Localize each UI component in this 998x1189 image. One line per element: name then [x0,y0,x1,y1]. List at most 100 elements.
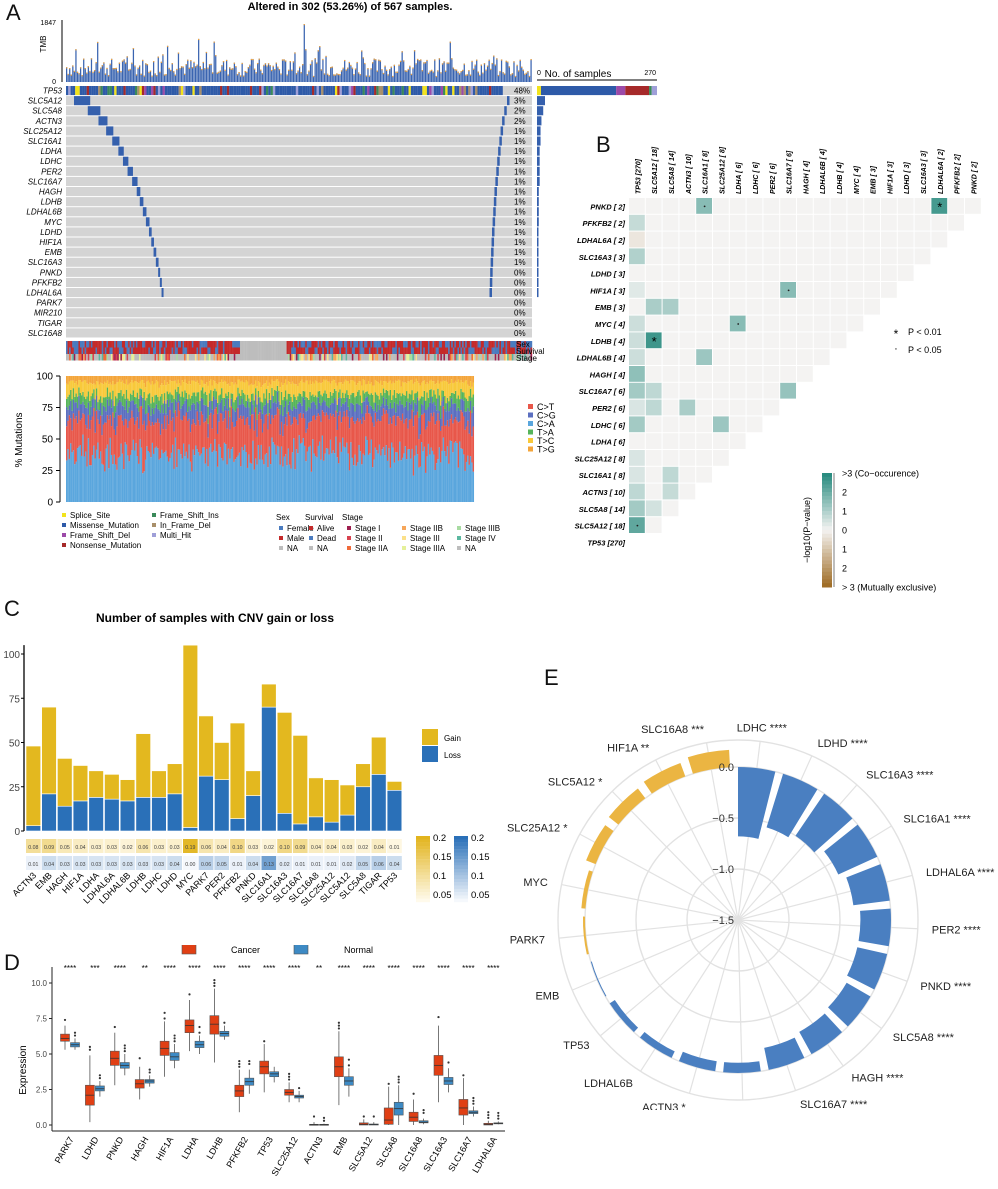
alteration-cell [74,96,91,106]
variant-legend-swatch [152,533,156,537]
titv-bar-segment [66,383,68,399]
titv-bar-segment [212,390,215,397]
sex-track-cell [322,341,325,348]
titv-bar-segment [382,447,385,502]
titv-bar-segment [143,399,145,421]
cnv-gain-freq-cell [73,839,88,853]
titv-bar-segment [308,407,310,423]
titv-bar-segment [309,391,311,409]
tmb-bar-top [107,75,110,77]
alteration-cell [378,86,381,96]
titv-bar-segment [343,376,345,382]
titv-bar-segment [128,407,130,421]
cnv-loss-bar [292,823,308,832]
stage-track-cell [176,354,179,361]
sex-track-cell [294,341,297,348]
radial-bar [608,788,646,825]
titv-bar-segment [215,376,217,384]
tmb-bar [168,67,170,82]
titv-bar-segment [139,439,141,502]
sex-track-cell [160,341,163,348]
panel-label-a: A [6,0,21,25]
titv-bar-segment [252,393,254,405]
titv-bar-segment [87,384,90,392]
tmb-bar-top [148,71,150,74]
cnv-gain-bar [88,770,104,798]
tmb-bar [285,60,287,82]
stage-track-cell [134,354,137,361]
titv-bar-segment [418,417,420,440]
gain-scale-step [416,839,430,843]
survival-track-cell [314,347,317,354]
sex-track-cell [410,341,413,348]
titv-bar-segment [203,404,205,423]
titv-bar-segment [298,382,300,394]
cnv-gain-freq-value: 0.04 [75,845,85,851]
tmb-bar [455,69,458,82]
tmb-bar [162,54,164,82]
titv-bar-segment [426,392,428,410]
tmb-bar [410,73,413,82]
survival-track-cell [389,347,391,354]
titv-bar-segment [295,376,298,385]
titv-bar-segment [320,394,322,406]
interaction-row-label: SLC5A12 [ 18] [575,522,626,531]
titv-bar-segment [206,448,208,502]
titv-bar-segment [129,393,132,402]
titv-bar-segment [229,416,231,430]
interaction-cell [763,382,780,399]
titv-bar-segment [169,410,171,459]
titv-bar-segment [119,392,121,400]
sex-track-cell [350,341,353,348]
survival-track-cell [294,347,297,354]
interaction-cell [679,332,696,349]
sex-track-cell [500,341,503,348]
tmb-bars [61,20,532,82]
titv-bar-segment [396,392,398,404]
stage-track-cell [249,354,252,361]
titv-bar-segment [401,381,404,394]
gain-scale-step [416,865,430,870]
survival-track-cell [69,347,71,354]
alteration-cell [293,86,296,96]
titv-bar-segment [86,396,88,409]
oncoprint-row-bg [66,197,532,207]
sex-track-cell [368,341,371,348]
box-outlier [173,1034,176,1037]
titv-bar-segment [78,387,80,396]
stage-legend-swatch [402,526,406,530]
tmb-bar [139,65,141,82]
stage-track-cell [89,354,92,361]
alteration-cell [311,86,315,96]
titv-bar-segment [216,466,219,502]
titv-bar-segment [437,398,439,414]
titv-bar-segment [403,376,405,383]
interaction-row-labels: PNKD [ 2]PFKFB2 [ 2]LDHAL6A [ 2]SLC16A3 … [575,202,626,547]
titv-bar-segment [237,407,239,456]
interaction-cell [813,332,830,349]
colorbar-step [822,514,832,520]
titv-bar-segment [314,376,317,381]
stage-track-cell [486,354,489,361]
titv-bar-segment [454,417,457,442]
titv-bar-segment [332,403,334,415]
gene-label: HIF1A [39,238,62,247]
gain-scale-step [416,852,430,856]
interaction-cell [847,248,864,265]
tmb-bar [309,63,312,82]
tmb-bar-top [75,49,77,51]
colorbar-step [822,533,832,539]
titv-bar-segment [140,447,143,502]
alteration-cell [493,197,497,207]
titv-bar-segment [272,402,275,419]
stage-track-cell [230,354,233,361]
titv-bar-segment [89,400,91,415]
titv-bar-segment [202,414,204,448]
titv-bar-segment [282,400,284,416]
expression-x-label: PNKD [104,1135,125,1162]
survival-track-cell [323,347,326,354]
panel-label-b: B [596,132,611,157]
stage-track-cell [145,354,147,361]
titv-bar-segment [286,376,288,385]
sex-track-cell [457,341,460,348]
